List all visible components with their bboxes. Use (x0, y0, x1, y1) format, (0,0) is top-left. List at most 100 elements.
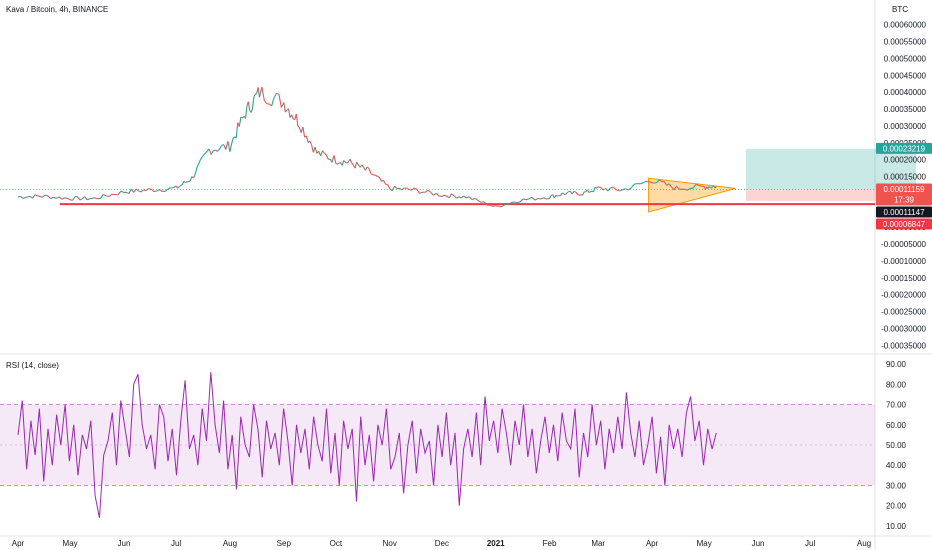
price-segment (456, 196, 460, 199)
price-segment (86, 198, 90, 201)
price-segment (561, 192, 564, 195)
price-segment (261, 86, 265, 101)
price-segment (549, 195, 552, 199)
rsi-line (17, 372, 717, 518)
price-segment (318, 150, 322, 157)
price-segment (399, 187, 403, 191)
price-segment (564, 192, 568, 196)
price-segment (522, 198, 527, 201)
price-segment (642, 180, 647, 184)
position-target-zone[interactable] (745, 148, 917, 190)
price-segment (500, 205, 504, 208)
time-tick-label: 2021 (487, 539, 505, 548)
price-label-text: 0.00006847 (883, 220, 926, 229)
price-segment (333, 155, 337, 164)
time-tick-label: Aug (223, 539, 237, 548)
price-segment (648, 181, 653, 184)
price-segment (217, 148, 220, 152)
price-segment (345, 161, 348, 164)
price-segment (55, 196, 60, 199)
price-segment (314, 146, 318, 154)
price-segment (711, 185, 714, 189)
price-segment (573, 190, 576, 193)
price-segment (143, 189, 147, 192)
price-label-countdown: 17:39 (894, 196, 915, 205)
price-segment (128, 188, 132, 194)
time-tick-label: Nov (383, 539, 397, 548)
price-segment (99, 194, 104, 199)
price-segment (232, 136, 236, 139)
time-tick-label: Jun (118, 539, 131, 548)
price-segment (153, 190, 157, 193)
price-segment (354, 162, 358, 169)
price-label: 0.00011159 17:39 (876, 183, 932, 206)
price-label-box (876, 218, 932, 230)
price-segment (309, 140, 313, 146)
price-segment (219, 145, 223, 150)
time-tick-label: Oct (330, 539, 343, 548)
rsi-tick-label: 50.00 (886, 441, 907, 450)
price-segment (79, 198, 83, 201)
price-label: 0.00011147 (876, 206, 932, 218)
time-tick-label: Mar (591, 539, 605, 548)
price-segment (338, 162, 341, 164)
price-segment (258, 86, 263, 98)
price-segment (444, 194, 447, 197)
price-segment (622, 188, 626, 191)
price-segment (295, 114, 299, 127)
price-segment (471, 197, 476, 201)
price-segment (586, 189, 590, 193)
rsi-tick-label: 20.00 (886, 502, 907, 511)
price-segment (465, 196, 470, 199)
price-segment (600, 187, 604, 191)
price-segment (58, 196, 63, 200)
price-tick-label: -0.00025000 (881, 308, 926, 317)
price-tick-label: -0.00010000 (881, 257, 926, 266)
price-segment (156, 189, 160, 192)
rsi-tick-label: 60.00 (886, 421, 907, 430)
position-stop-zone[interactable] (745, 189, 917, 201)
price-segment (302, 126, 306, 138)
price-segment (519, 198, 524, 203)
price-segment (625, 188, 629, 191)
price-segment (540, 197, 544, 200)
price-segment (72, 196, 76, 201)
price-segment (563, 193, 566, 196)
price-segment (497, 205, 501, 208)
price-label: 0.00006847 (876, 218, 932, 230)
price-segment (416, 189, 421, 194)
price-segment (61, 197, 65, 200)
price-segment (602, 187, 606, 191)
time-tick-label: Aug (857, 539, 871, 548)
price-tick-label: 0.00020000 (884, 156, 927, 165)
price-segment (610, 186, 614, 189)
price-segment (117, 190, 122, 196)
price-segment (37, 195, 41, 198)
price-segment (283, 102, 286, 113)
rsi-tick-label: 10.00 (886, 522, 907, 531)
price-segment (47, 195, 52, 200)
price-segment (349, 158, 353, 164)
price-segment (543, 197, 547, 200)
price-segment (607, 187, 611, 192)
price-segment (406, 187, 410, 191)
price-segment (468, 196, 473, 201)
price-segment (322, 150, 325, 154)
price-segment (254, 92, 258, 96)
price-segment (42, 194, 46, 198)
price-segment (135, 188, 139, 192)
price-segment (430, 191, 434, 196)
price-segment (167, 187, 171, 190)
price-segment (351, 162, 354, 165)
price-segment (684, 188, 688, 191)
price-segment (180, 184, 183, 186)
price-segment (235, 122, 239, 139)
price-segment (103, 193, 107, 197)
price-segment (517, 201, 521, 204)
price-segment (370, 173, 374, 176)
price-segment (159, 189, 163, 192)
time-tick-label: Apr (12, 539, 25, 548)
price-segment (271, 97, 275, 107)
price-segment (566, 191, 569, 194)
